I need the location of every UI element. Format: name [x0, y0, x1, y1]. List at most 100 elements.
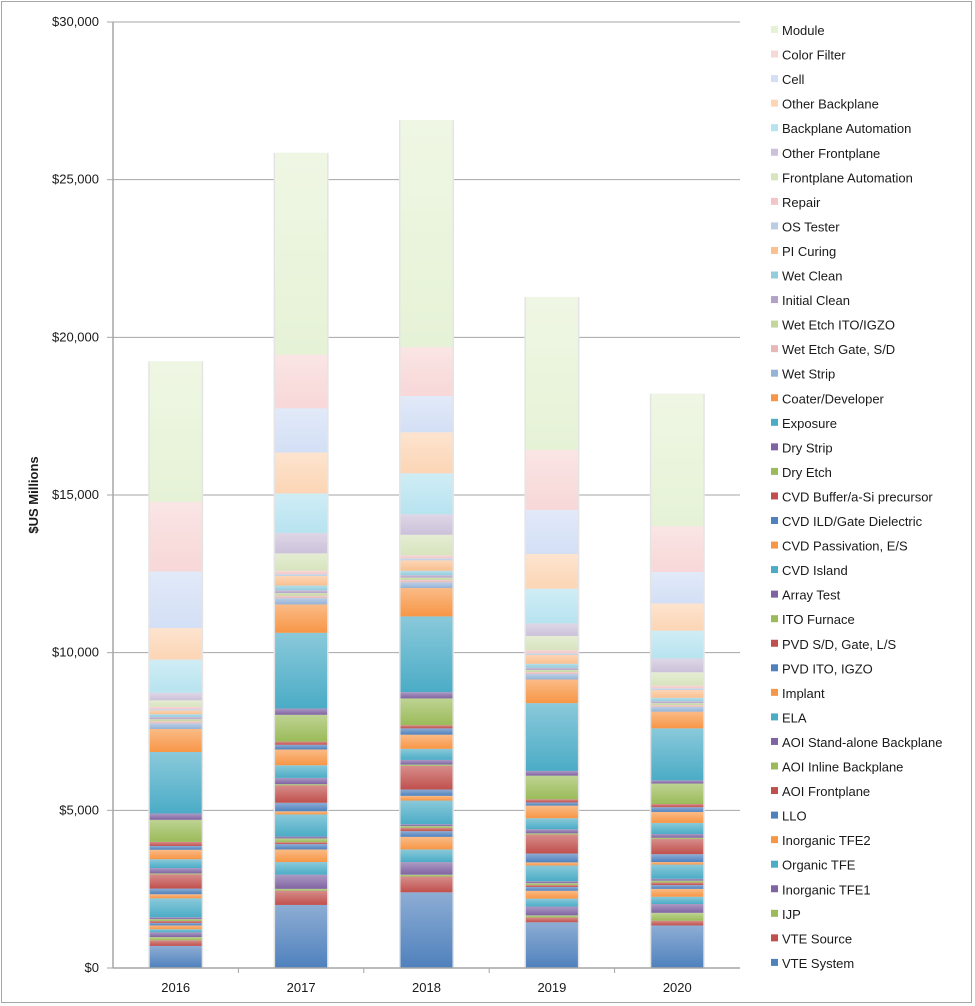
bar-segment — [400, 514, 453, 535]
bar-segment — [651, 705, 704, 707]
legend-label: VTE Source — [782, 931, 852, 946]
bar-segment — [525, 865, 578, 882]
legend-swatch — [771, 517, 778, 524]
bar-segment — [525, 650, 578, 654]
bar-segment — [651, 701, 704, 704]
bar-segment — [525, 635, 578, 651]
bar-segment — [275, 574, 328, 577]
bar-segment — [651, 839, 704, 855]
bar-segment — [651, 925, 704, 968]
bar-segment — [400, 582, 453, 589]
bar-segment — [400, 575, 453, 578]
legend-item: CVD Passivation, E/S — [771, 539, 908, 554]
bar-segment — [275, 874, 328, 889]
bar-segment — [149, 921, 202, 923]
legend-label: Inorganic TFE1 — [782, 882, 871, 897]
bar-segment — [651, 854, 704, 863]
legend-item: CVD Island — [771, 563, 848, 578]
bar-segment — [651, 630, 704, 659]
bar-segment — [149, 709, 202, 711]
bar-segment — [275, 493, 328, 533]
bar-segment — [149, 751, 202, 814]
bar-segment — [149, 813, 202, 820]
legend-swatch — [771, 467, 778, 475]
legend-label: Organic TFE — [782, 858, 856, 873]
bar-segment — [275, 152, 328, 355]
bar-segment — [400, 892, 453, 968]
bar-segment — [400, 728, 453, 735]
legend-item: Other Backplane — [771, 97, 879, 112]
bar-segment — [525, 890, 578, 899]
legend-label: Implant — [782, 686, 825, 701]
bar-segment — [275, 708, 328, 715]
bar-segment — [651, 703, 704, 706]
legend-swatch — [771, 934, 778, 942]
bar-segment — [149, 723, 202, 729]
bar-segment — [275, 408, 328, 453]
legend-item: Wet Strip — [771, 367, 835, 382]
legend-label: LLO — [782, 809, 807, 824]
legend-item: LLO — [771, 809, 807, 824]
bar-segment — [400, 558, 453, 561]
bar-segment — [651, 807, 704, 812]
bar-segment — [651, 393, 704, 527]
legend-swatch — [771, 836, 778, 844]
bar-segment — [651, 526, 704, 572]
bar-segment — [651, 882, 704, 886]
bar-segment — [525, 915, 578, 918]
bar-segment — [400, 764, 453, 766]
legend-label: Initial Clean — [782, 293, 850, 308]
legend-label: ITO Furnace — [782, 612, 855, 627]
bar-segment — [525, 623, 578, 636]
bar-segment — [275, 632, 328, 709]
legend-swatch — [771, 320, 778, 328]
legend-swatch — [771, 345, 778, 353]
bar-segment — [651, 603, 704, 631]
bar-segment — [275, 785, 328, 803]
legend-label: Cell — [782, 72, 805, 87]
legend-swatch — [771, 615, 778, 623]
bar-segment — [275, 570, 328, 575]
bar-segment — [275, 838, 328, 843]
bar-segment — [400, 698, 453, 726]
bar-segment — [400, 570, 453, 576]
legend-item: IJP — [771, 907, 801, 922]
bar-segment — [651, 888, 704, 897]
legend-label: VTE System — [782, 956, 854, 971]
legend-item: Cell — [771, 72, 805, 87]
bar-segment — [149, 917, 202, 920]
bars — [148, 120, 705, 968]
legend-item: Dry Etch — [771, 465, 832, 480]
bar-segment — [400, 725, 453, 729]
legend-item: Module — [771, 23, 825, 38]
bar-stack-2019 — [524, 296, 580, 968]
x-tick-label: 2016 — [161, 980, 190, 995]
legend-label: AOI Inline Backplane — [782, 760, 903, 775]
bar-stack-2020 — [649, 393, 705, 968]
bar-segment — [275, 765, 328, 778]
legend-item: Exposure — [771, 416, 837, 431]
legend-label: Inorganic TFE2 — [782, 833, 871, 848]
legend-label: Backplane Automation — [782, 121, 911, 136]
legend-label: Module — [782, 23, 825, 38]
bar-stack-2017 — [273, 152, 329, 968]
legend-label: OS Tester — [782, 219, 840, 234]
bar-segment — [651, 783, 704, 805]
legend-item: PVD ITO, IGZO — [771, 661, 873, 676]
bar-segment — [400, 734, 453, 749]
bar-segment — [525, 770, 578, 776]
bar-segment — [651, 920, 704, 926]
bar-segment — [149, 719, 202, 722]
bar-segment — [275, 532, 328, 554]
legend-swatch — [771, 173, 778, 181]
bar-segment — [400, 555, 453, 559]
bar-segment — [149, 716, 202, 720]
bar-segment — [400, 588, 453, 617]
bar-segment — [149, 692, 202, 701]
legend-label: PVD ITO, IGZO — [782, 661, 873, 676]
bar-segment — [400, 836, 453, 850]
bar-segment — [149, 859, 202, 869]
legend-swatch — [771, 566, 778, 574]
bar-segment — [651, 833, 704, 838]
legend-label: Dry Strip — [782, 440, 833, 455]
